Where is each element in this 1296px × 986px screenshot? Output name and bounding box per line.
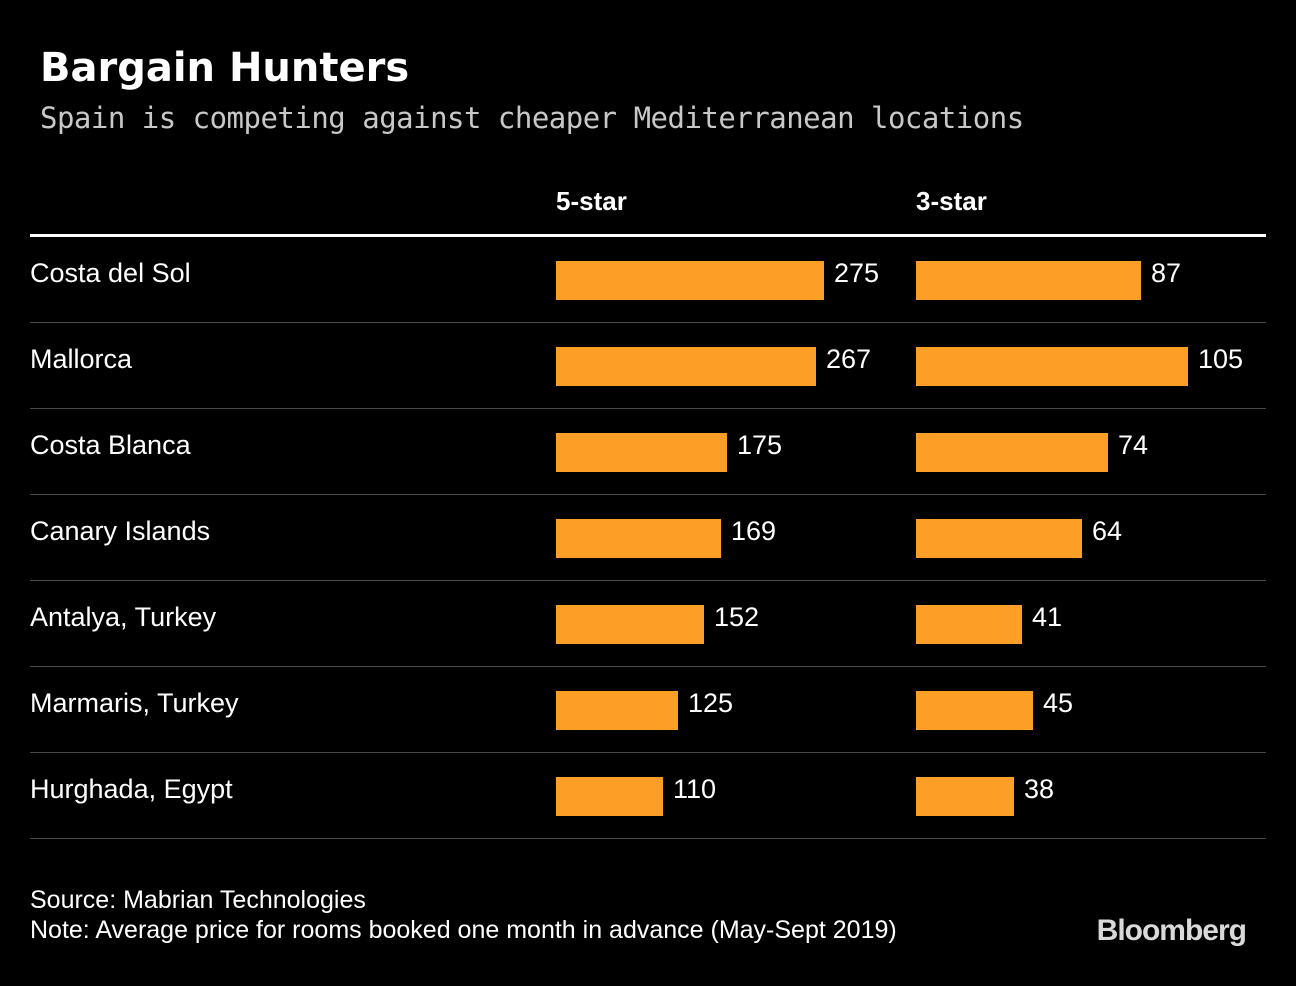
row-divider: [30, 666, 1266, 667]
row-divider: [30, 752, 1266, 753]
bar-5-star: [556, 347, 816, 386]
category-label: Hurghada, Egypt: [30, 774, 233, 804]
table-row: Costa del Sol 275 87: [0, 237, 1296, 323]
row-divider: [30, 322, 1266, 323]
bar-3-star: [916, 433, 1108, 472]
table-row: Mallorca 267 105: [0, 323, 1296, 409]
bar-3-star: [916, 777, 1014, 816]
bloomberg-logo: Bloomberg: [1096, 914, 1247, 947]
data-label-3-star: 74: [1118, 430, 1149, 460]
bar-5-star: [556, 605, 704, 644]
data-label-3-star: 64: [1092, 516, 1123, 546]
bar-3-star: [916, 347, 1188, 386]
row-divider: [30, 494, 1266, 495]
footnote: Note: Average price for rooms booked one…: [30, 916, 897, 944]
bar-3-star: [916, 605, 1022, 644]
category-label: Costa Blanca: [30, 430, 191, 460]
header-divider: [30, 234, 1266, 237]
row-divider: [30, 580, 1266, 581]
table-row: Hurghada, Egypt 110 38: [0, 753, 1296, 839]
data-label-5-star: 152: [714, 602, 760, 632]
data-label-3-star: 41: [1032, 602, 1063, 632]
bar-5-star: [556, 691, 678, 730]
bar-3-star: [916, 519, 1082, 558]
data-label-3-star: 87: [1151, 258, 1182, 288]
table-row: Marmaris, Turkey 125 45: [0, 667, 1296, 753]
bar-chart-rows: Costa del Sol 275 87 Mallorca 267 105 Costa Bl…: [0, 237, 1296, 839]
column-header-5-star: 5-star: [556, 186, 627, 216]
bar-3-star: [916, 691, 1033, 730]
category-label: Canary Islands: [30, 516, 211, 546]
source-note: Source: Mabrian Technologies: [30, 886, 366, 914]
row-divider: [30, 408, 1266, 409]
bar-5-star: [556, 261, 824, 300]
chart-title: Bargain Hunters: [40, 45, 410, 91]
row-divider: [30, 838, 1266, 839]
chart-subtitle: Spain is competing against cheaper Medit…: [40, 101, 1024, 135]
bar-5-star: [556, 519, 721, 558]
data-label-5-star: 169: [731, 516, 777, 546]
bar-5-star: [556, 433, 727, 472]
category-label: Mallorca: [30, 344, 133, 374]
table-row: Antalya, Turkey 152 41: [0, 581, 1296, 667]
data-label-5-star: 267: [826, 344, 872, 374]
data-label-5-star: 110: [673, 774, 717, 804]
category-label: Antalya, Turkey: [30, 602, 217, 632]
table-row: Costa Blanca 175 74: [0, 409, 1296, 495]
data-label-3-star: 38: [1024, 774, 1055, 804]
data-label-3-star: 105: [1198, 344, 1244, 374]
category-label: Marmaris, Turkey: [30, 688, 239, 718]
data-label-5-star: 175: [737, 430, 783, 460]
bar-5-star: [556, 777, 663, 816]
column-header-3-star: 3-star: [916, 186, 987, 216]
data-label-5-star: 125: [688, 688, 734, 718]
category-label: Costa del Sol: [30, 258, 191, 288]
data-label-5-star: 275: [834, 258, 880, 288]
data-label-3-star: 45: [1043, 688, 1074, 718]
bar-3-star: [916, 261, 1141, 300]
table-row: Canary Islands 169 64: [0, 495, 1296, 581]
